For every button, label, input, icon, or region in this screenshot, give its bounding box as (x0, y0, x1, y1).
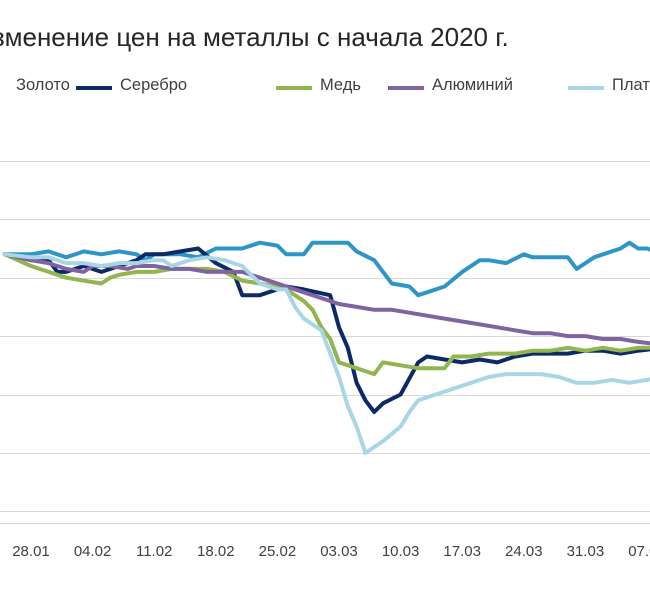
series-line-0 (2, 240, 650, 298)
legend-label: Серебро (120, 76, 188, 94)
x-tick-label: 18.02 (197, 543, 235, 560)
series-line-2 (2, 252, 650, 377)
legend-label: Алюминий (432, 76, 513, 94)
chart-title: Изменение цен на металлы с начала 2020 г… (0, 22, 509, 52)
x-tick-label: 25.02 (259, 543, 297, 560)
legend-label: Медь (320, 76, 361, 94)
series-line-3 (2, 252, 650, 346)
x-tick-label: 10.03 (382, 543, 420, 560)
series-line-4 (2, 252, 650, 455)
legend-label: Золото (16, 76, 70, 94)
legend-swatch (276, 86, 312, 90)
x-tick-label: 03.03 (320, 543, 358, 560)
x-tick-label: 24.03 (505, 543, 543, 560)
x-tick-label: 28.01 (12, 543, 50, 560)
series-line-1 (2, 246, 650, 414)
x-tick-label: 04.02 (74, 543, 112, 560)
series-lines (2, 240, 650, 455)
legend-swatch (568, 86, 604, 90)
legend-swatch (388, 86, 424, 90)
x-tick-label: 07.04 (628, 543, 650, 560)
x-tick-label: 11.02 (136, 543, 172, 560)
x-tick-label: 17.03 (443, 543, 481, 560)
legend-swatch (76, 86, 112, 90)
legend-label: Платина (612, 76, 650, 94)
x-tick-label: 31.03 (567, 543, 605, 560)
x-axis-ticks: 28.01 04.02 11.02 18.02 25.02 03.03 10.03 17.03… (12, 543, 650, 560)
